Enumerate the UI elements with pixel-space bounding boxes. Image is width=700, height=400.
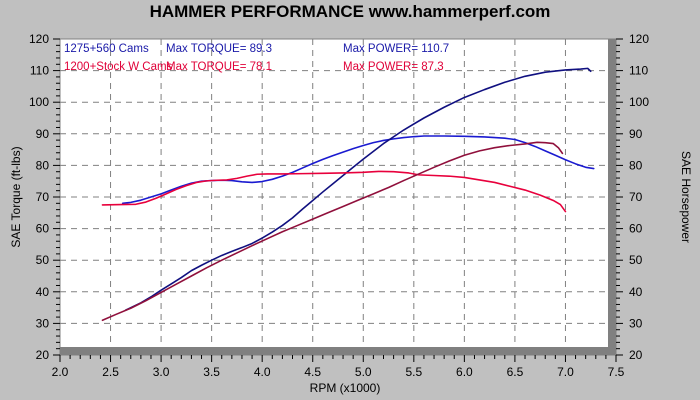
y2-tick-label: 90 [629,127,643,141]
bottom-axis-tick-labels: 2.0 2.5 3.0 3.5 4.0 4.5 5.0 5.5 6.0 6.5 7.0 7.5 [52,365,625,379]
y-tick-label: 20 [36,348,50,362]
legend: 1275+560 Cams Max TORQUE= 89.3 Max POWER… [64,43,449,73]
legend-row-1-power: Max POWER= 87.3 [343,61,444,73]
y-axis-title: SAE Torque (ft-lbs) [9,146,23,247]
x-tick-label: 7.5 [608,365,625,379]
legend-row-0-torque: Max TORQUE= 89.3 [166,43,272,55]
y-tick-label: 120 [29,32,49,46]
left-axis-tick-labels: 20 30 40 50 60 70 80 90 100 110 120 [29,32,49,362]
x-tick-label: 5.0 [355,365,372,379]
horizontal-gridlines [60,70,608,324]
y2-tick-label: 110 [629,64,648,78]
legend-row-1-name: 1200+Stock W Cams [64,61,173,73]
data-series-group [101,67,595,322]
x-tick-label: 7.0 [557,365,574,379]
y2-tick-label: 20 [629,348,643,362]
y-tick-label: 90 [36,127,50,141]
page-title: HAMMER PERFORMANCE www.hammerperf.com [0,2,700,22]
y-tick-label: 30 [36,316,50,330]
y2-tick-label: 60 [629,222,643,236]
plot-inner-shadow-right [608,39,616,355]
x-tick-label: 3.0 [153,365,170,379]
y-tick-label: 100 [29,95,49,109]
x-tick-label: 3.5 [203,365,220,379]
right-axis-ticks [616,38,623,356]
bottom-axis-ticks [59,355,617,362]
y-tick-label: 50 [36,253,50,267]
y2-tick-label: 100 [629,95,649,109]
website-url: www.hammerperf.com [368,2,551,21]
right-axis-tick-labels: 20 30 40 50 60 70 80 90 100 110 120 [629,32,649,362]
y-tick-label: 40 [36,285,50,299]
y2-tick-label: 120 [629,32,649,46]
y-tick-label: 80 [36,158,50,172]
y-tick-label: 110 [30,64,49,78]
y2-tick-label: 70 [629,190,643,204]
legend-row-1-torque: Max TORQUE= 78.1 [166,61,272,73]
legend-row-0-power: Max POWER= 110.7 [343,43,449,55]
x-tick-label: 5.5 [405,365,422,379]
series-line-3 [101,141,564,322]
y2-tick-label: 30 [629,316,643,330]
x-tick-label: 6.0 [456,365,473,379]
y2-axis-title: SAE Horsepower [679,151,693,243]
y-tick-label: 60 [36,222,50,236]
x-tick-label: 2.0 [52,365,69,379]
x-tick-label: 6.5 [507,365,524,379]
plot-inner-shadow-bottom [60,347,616,355]
x-axis-title: RPM (x1000) [310,381,381,395]
x-tick-label: 4.0 [254,365,271,379]
series-line-2 [101,170,567,213]
y2-tick-label: 80 [629,158,643,172]
x-tick-label: 2.5 [102,365,119,379]
y2-tick-label: 40 [629,285,643,299]
y2-tick-label: 50 [629,253,643,267]
y-tick-label: 70 [36,190,50,204]
x-tick-label: 4.5 [304,365,321,379]
brand-name: HAMMER PERFORMANCE [149,2,364,21]
legend-row-0-name: 1275+560 Cams [64,43,149,55]
series-line-1 [124,67,592,311]
left-axis-ticks [53,38,60,356]
